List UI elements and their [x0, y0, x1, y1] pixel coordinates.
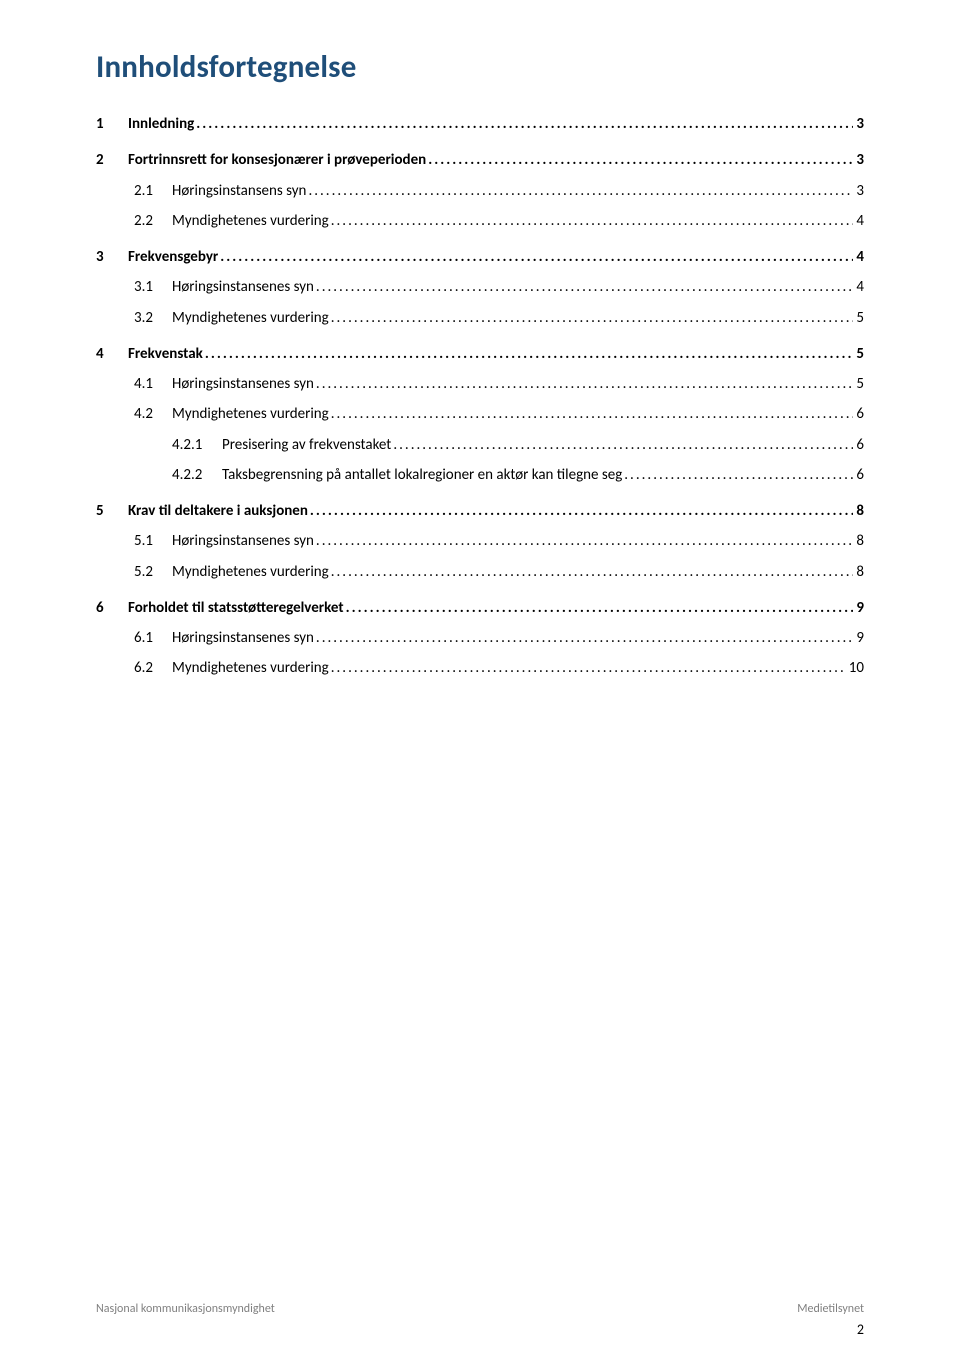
toc: 1Innledning 3 2Fortrinnsrett for konsesjo… [96, 114, 864, 679]
toc-page: 6 [853, 465, 864, 485]
toc-leader [203, 344, 854, 364]
page-number: 2 [857, 1321, 864, 1338]
toc-leader [329, 404, 854, 424]
toc-num: 2.2 [134, 211, 172, 231]
toc-leader [314, 531, 853, 551]
toc-leader [218, 247, 853, 267]
toc-leader [194, 114, 853, 134]
toc-entry: 1Innledning 3 [96, 114, 864, 134]
document-page: Innholdsfortegnelse 1Innledning3 2Fortri… [0, 0, 960, 1356]
toc-leader [622, 465, 853, 485]
toc-leader [314, 628, 853, 648]
toc-text: Frekvensgebyr [128, 247, 218, 267]
toc-num: 2.1 [134, 181, 172, 201]
toc-entry: 4Frekvenstak 5 [96, 344, 864, 364]
toc-num: 4.2.1 [172, 435, 222, 455]
toc-page: 5 [853, 344, 864, 364]
toc-entry: 6Forholdet til statsstøtteregelverket 9 [96, 598, 864, 618]
toc-entry: 3Frekvensgebyr 4 [96, 247, 864, 267]
toc-page: 5 [853, 308, 864, 328]
toc-num: 4.1 [134, 374, 172, 394]
toc-entry: 5.1Høringsinstansenes syn 8 [96, 531, 864, 551]
toc-text: Høringsinstansens syn [172, 181, 306, 201]
toc-num: 3.1 [134, 277, 172, 297]
toc-page: 10 [846, 658, 864, 678]
toc-text: Myndighetenes vurdering [172, 658, 329, 678]
toc-leader [329, 658, 846, 678]
toc-page: 6 [853, 435, 864, 455]
toc-page: 9 [853, 598, 864, 618]
toc-text: Innledning [128, 114, 194, 134]
toc-leader [391, 435, 853, 455]
toc-text: Taksbegrensning på antallet lokalregione… [222, 465, 622, 485]
toc-page: 4 [853, 211, 864, 231]
toc-leader [314, 277, 853, 297]
toc-entry: 4.2.2Taksbegrensning på antallet lokalre… [96, 465, 864, 485]
toc-num: 6.1 [134, 628, 172, 648]
page-title: Innholdsfortegnelse [96, 48, 864, 86]
toc-num: 1 [96, 114, 128, 134]
toc-text: Myndighetenes vurdering [172, 308, 329, 328]
toc-num: 6.2 [134, 658, 172, 678]
toc-entry: 5Krav til deltakere i auksjonen 8 [96, 501, 864, 521]
toc-page: 6 [853, 404, 864, 424]
toc-page: 4 [853, 277, 864, 297]
toc-entry: 4.1Høringsinstansenes syn 5 [96, 374, 864, 394]
toc-page: 3 [853, 114, 864, 134]
toc-page: 8 [853, 531, 864, 551]
footer-left: Nasjonal kommunikasjonsmyndighet [96, 1302, 275, 1316]
toc-text: Fortrinnsrett for konsesjonærer i prøvep… [128, 150, 426, 170]
toc-page: 5 [853, 374, 864, 394]
toc-entry: 6.1Høringsinstansenes syn 9 [96, 628, 864, 648]
toc-num: 3 [96, 247, 128, 267]
toc-leader [306, 181, 853, 201]
toc-num: 6 [96, 598, 128, 618]
toc-text: Myndighetenes vurdering [172, 404, 329, 424]
toc-entry: 2.2Myndighetenes vurdering 4 [96, 211, 864, 231]
toc-leader [344, 598, 854, 618]
toc-page: 8 [853, 562, 864, 582]
toc-text: Høringsinstansenes syn [172, 531, 314, 551]
toc-text: Krav til deltakere i auksjonen [128, 501, 308, 521]
toc-text: Høringsinstansenes syn [172, 277, 314, 297]
toc-entry: 2.1Høringsinstansens syn 3 [96, 181, 864, 201]
footer-right: Medietilsynet [797, 1302, 864, 1316]
toc-text: Frekvenstak [128, 344, 203, 364]
toc-leader [329, 211, 854, 231]
toc-text: Høringsinstansenes syn [172, 628, 314, 648]
toc-num: 5.2 [134, 562, 172, 582]
toc-entry: 3.2Myndighetenes vurdering 5 [96, 308, 864, 328]
toc-leader [314, 374, 853, 394]
toc-text: Myndighetenes vurdering [172, 211, 329, 231]
toc-num: 4.2 [134, 404, 172, 424]
toc-page: 9 [853, 628, 864, 648]
toc-num: 3.2 [134, 308, 172, 328]
toc-entry: 4.2.1Presisering av frekvenstaket 6 [96, 435, 864, 455]
toc-text: Myndighetenes vurdering [172, 562, 329, 582]
toc-page: 3 [853, 150, 864, 170]
toc-num: 2 [96, 150, 128, 170]
toc-page: 8 [853, 501, 864, 521]
toc-leader [329, 308, 854, 328]
toc-page: 3 [853, 181, 864, 201]
toc-text: Presisering av frekvenstaket [222, 435, 391, 455]
toc-num: 4 [96, 344, 128, 364]
toc-text: Forholdet til statsstøtteregelverket [128, 598, 344, 618]
toc-text: Høringsinstansenes syn [172, 374, 314, 394]
footer: Nasjonal kommunikasjonsmyndighet Medieti… [96, 1302, 864, 1316]
toc-entry: 6.2Myndighetenes vurdering 10 [96, 658, 864, 678]
toc-entry: 3.1Høringsinstansenes syn 4 [96, 277, 864, 297]
toc-page: 4 [853, 247, 864, 267]
toc-entry: 5.2Myndighetenes vurdering 8 [96, 562, 864, 582]
toc-leader [426, 150, 853, 170]
toc-entry: 4.2Myndighetenes vurdering 6 [96, 404, 864, 424]
toc-num: 5 [96, 501, 128, 521]
toc-leader [329, 562, 854, 582]
toc-num: 4.2.2 [172, 465, 222, 485]
toc-num: 5.1 [134, 531, 172, 551]
toc-entry: 2Fortrinnsrett for konsesjonærer i prøve… [96, 150, 864, 170]
toc-leader [308, 501, 853, 521]
